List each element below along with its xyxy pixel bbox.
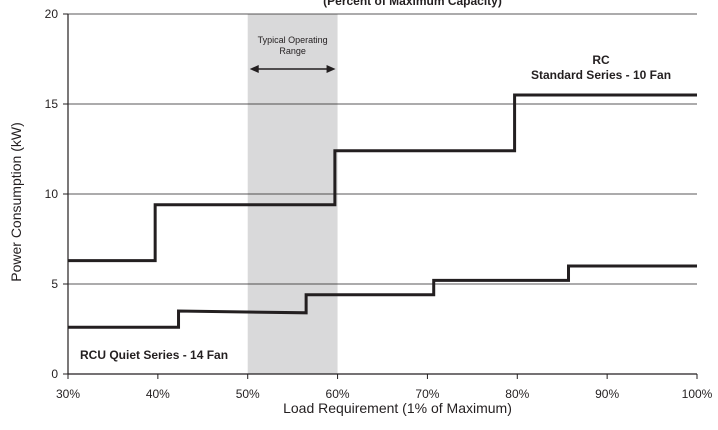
y-tick-label: 20 — [45, 7, 59, 21]
series-line-1 — [68, 264, 697, 329]
x-tick-label: 40% — [146, 387, 170, 401]
x-tick-label: 30% — [56, 387, 80, 401]
series-line-0 — [68, 93, 697, 263]
chart-title: (Percent of Maximum Capacity) — [323, 0, 502, 8]
label-layer: (Percent of Maximum Capacity) RC Standard … — [80, 0, 671, 362]
axis-layer: 0 5 10 15 20 30% 40% 50% 60% 70% 80% 90% 100% Load Re… — [8, 7, 713, 416]
x-tick-label: 100% — [682, 387, 713, 401]
x-tick-label: 80% — [505, 387, 529, 401]
grid-layer — [68, 13, 697, 285]
x-tick-label: 70% — [415, 387, 439, 401]
series-label-rcu: RCU Quiet Series - 14 Fan — [80, 348, 228, 362]
x-tick-label: 50% — [236, 387, 260, 401]
x-tick-label: 60% — [326, 387, 350, 401]
y-tick-label: 5 — [51, 277, 58, 291]
series-label-rc: RC Standard Series - 10 Fan — [531, 53, 671, 82]
operating-range-label: Typical Operating Range — [258, 35, 328, 56]
y-axis-title: Power Consumption (kW) — [8, 122, 24, 282]
y-tick-label: 0 — [51, 367, 58, 381]
y-tick-label: 10 — [45, 187, 59, 201]
range-arrow-right-head — [326, 65, 336, 73]
series-layer — [68, 93, 697, 329]
x-tick-label: 90% — [595, 387, 619, 401]
y-tick-label: 15 — [45, 97, 59, 111]
x-axis-title: Load Requirement (1% of Maximum) — [283, 400, 512, 416]
range-arrow-left-head — [249, 65, 259, 73]
